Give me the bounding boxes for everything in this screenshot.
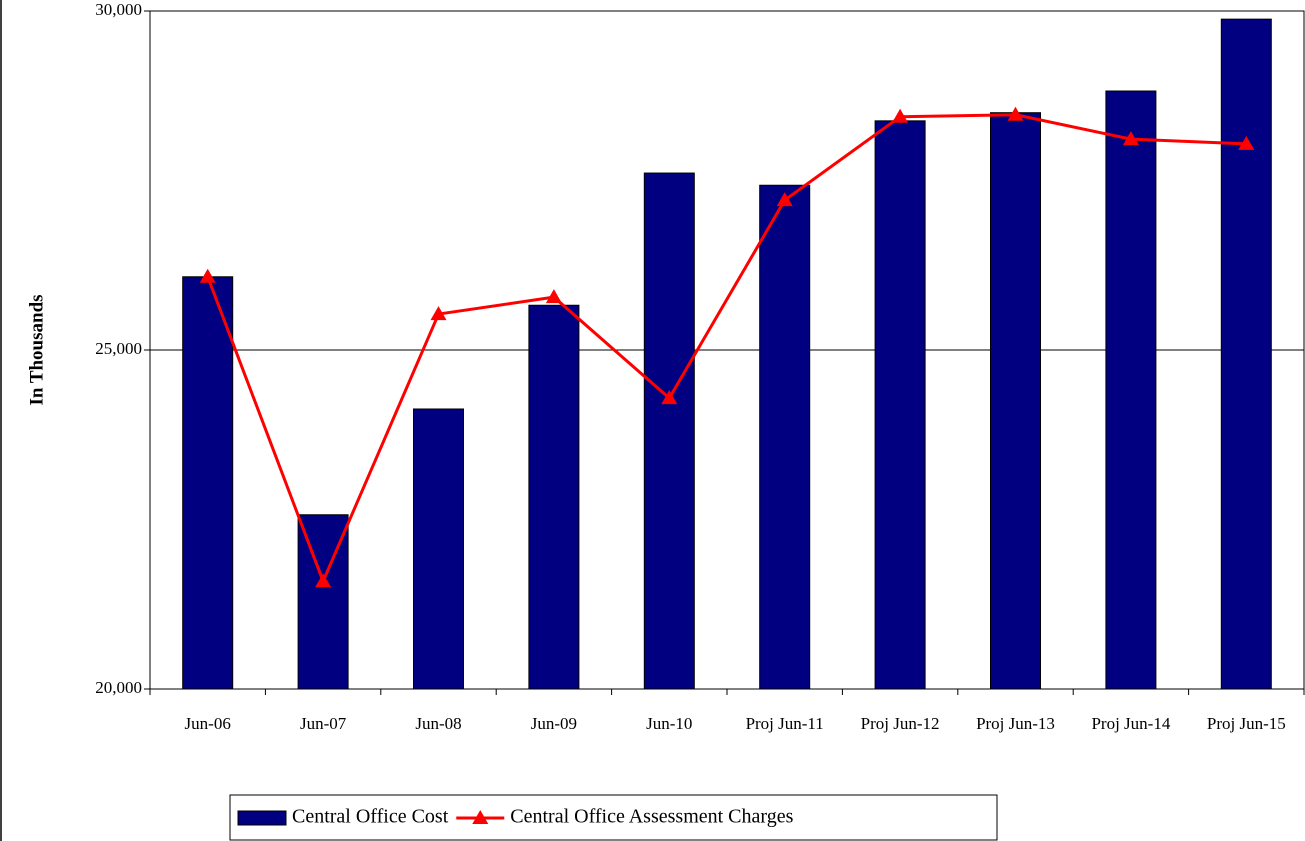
bar: [874, 120, 926, 690]
bar: [528, 304, 580, 690]
marker: [776, 192, 793, 207]
x-tick-label: Proj Jun-12: [861, 714, 940, 733]
legend-marker: [472, 810, 489, 824]
line: [206, 113, 1247, 586]
marker: [545, 289, 562, 304]
x-tick-label: Jun-08: [415, 714, 461, 733]
legend-box: [229, 794, 998, 841]
marker: [1007, 106, 1024, 121]
bar: [759, 184, 811, 690]
x-tick-label: Jun-07: [300, 714, 347, 733]
marker: [1122, 131, 1139, 146]
x-tick-label: Proj Jun-15: [1207, 714, 1286, 733]
marker: [199, 268, 216, 283]
bar: [1105, 90, 1157, 690]
marker: [1238, 135, 1255, 150]
legend-swatch: [237, 810, 287, 826]
bar: [1220, 18, 1272, 690]
marker: [430, 306, 447, 321]
x-tick-label: Jun-10: [646, 714, 692, 733]
bar: [643, 172, 695, 690]
legend-label: Central Office Cost: [292, 806, 449, 828]
bar: [990, 112, 1041, 690]
bar: [182, 276, 234, 690]
y-tick-label: 20,000: [95, 678, 142, 697]
y-tick-label: 25,000: [95, 339, 142, 358]
marker: [661, 390, 678, 405]
y-tick-label: 30,000: [95, 0, 142, 19]
x-tick-label: Jun-09: [531, 714, 577, 733]
x-tick-label: Proj Jun-14: [1091, 714, 1170, 733]
x-tick-label: Proj Jun-11: [746, 714, 824, 733]
x-tick-label: Proj Jun-13: [976, 714, 1055, 733]
legend-label: Central Office Assessment Charges: [510, 806, 793, 828]
bar: [413, 408, 464, 690]
marker: [315, 573, 332, 588]
marker: [892, 108, 909, 123]
x-tick-label: Jun-06: [185, 714, 231, 733]
y-axis-label: In Thousands: [26, 294, 47, 405]
